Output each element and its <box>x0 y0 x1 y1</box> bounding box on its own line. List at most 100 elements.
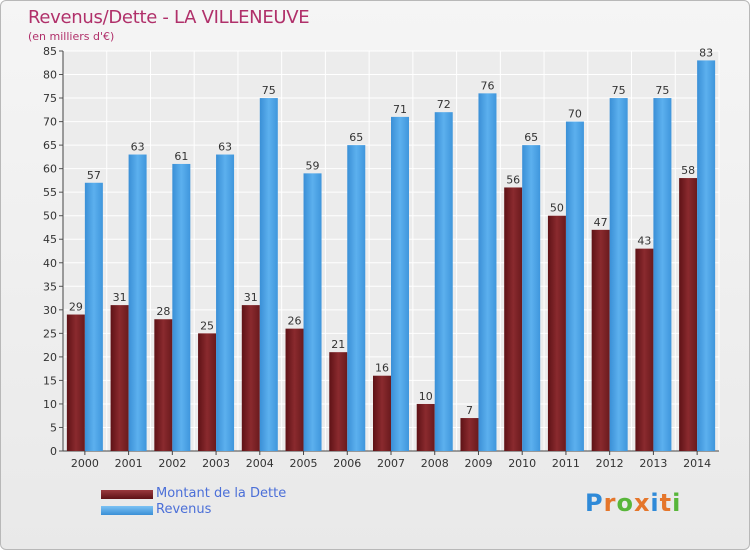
bar-revenus <box>391 116 409 451</box>
data-label-revenus: 61 <box>174 150 188 163</box>
bar-revenus <box>522 145 541 451</box>
data-label-debt: 47 <box>594 216 608 229</box>
x-tick-label: 2000 <box>71 457 99 470</box>
x-tick-label: 2008 <box>421 457 449 470</box>
bar-debt <box>285 328 304 451</box>
logo-letter: i <box>650 489 660 517</box>
y-tick-label: 30 <box>43 304 57 317</box>
data-label-revenus: 75 <box>655 84 669 97</box>
logo-letter: i <box>672 489 682 517</box>
data-label-debt: 31 <box>113 291 127 304</box>
bar-debt <box>66 314 85 451</box>
x-tick-label: 2003 <box>202 457 230 470</box>
logo-letter: x <box>633 489 651 517</box>
y-tick-label: 80 <box>43 69 57 82</box>
x-tick-label: 2010 <box>508 457 536 470</box>
bar-revenus <box>565 121 584 452</box>
y-tick-label: 60 <box>43 163 57 176</box>
data-label-revenus: 71 <box>393 103 407 116</box>
data-label-revenus: 63 <box>131 141 145 154</box>
bar-debt <box>110 305 129 451</box>
data-label-debt: 43 <box>637 235 651 248</box>
data-label-debt: 56 <box>506 173 520 186</box>
data-label-revenus: 76 <box>480 79 494 92</box>
y-tick-label: 50 <box>43 210 57 223</box>
y-tick-label: 10 <box>43 398 57 411</box>
bar-revenus <box>216 154 235 451</box>
bar-revenus <box>128 154 147 451</box>
bar-revenus <box>653 98 672 451</box>
data-label-debt: 31 <box>244 291 258 304</box>
legend-swatch-revenus <box>101 506 153 515</box>
y-tick-label: 65 <box>43 139 57 152</box>
data-label-debt: 25 <box>200 319 214 332</box>
x-tick-label: 2007 <box>377 457 405 470</box>
bar-revenus <box>303 173 322 451</box>
bar-debt <box>154 319 173 451</box>
data-label-debt: 29 <box>69 301 83 314</box>
x-tick-label: 2004 <box>246 457 274 470</box>
data-label-debt: 58 <box>681 164 695 177</box>
x-tick-label: 2012 <box>596 457 624 470</box>
bar-debt <box>591 229 610 451</box>
data-label-revenus: 75 <box>262 84 276 97</box>
data-label-revenus: 63 <box>218 141 232 154</box>
bar-debt <box>329 352 348 451</box>
y-tick-label: 75 <box>43 92 57 105</box>
chart-title: Revenus/Dette - LA VILLENEUVE <box>28 7 310 28</box>
legend-label-debt: Montant de la Dette <box>156 486 287 501</box>
x-tick-label: 2001 <box>115 457 143 470</box>
y-tick-label: 5 <box>50 421 57 434</box>
bar-debt <box>547 215 566 451</box>
data-label-revenus: 65 <box>349 131 363 144</box>
y-tick-label: 25 <box>43 327 57 340</box>
data-label-debt: 50 <box>550 202 564 215</box>
bar-debt <box>504 187 523 451</box>
bar-revenus <box>347 145 366 451</box>
logo-letter: P <box>585 489 604 517</box>
logo-letter: o <box>616 489 634 517</box>
bar-revenus <box>697 60 716 451</box>
x-tick-label: 2006 <box>333 457 361 470</box>
x-tick-label: 2013 <box>639 457 667 470</box>
bar-revenus <box>172 163 191 452</box>
y-tick-label: 55 <box>43 186 57 199</box>
chart-subtitle: (en milliers d'€) <box>28 30 115 43</box>
bar-revenus <box>609 98 628 451</box>
bar-debt <box>373 375 391 451</box>
y-tick-label: 20 <box>43 351 57 364</box>
y-tick-label: 35 <box>43 280 57 293</box>
data-label-revenus: 65 <box>524 131 538 144</box>
x-tick-label: 2002 <box>158 457 186 470</box>
bar-revenus <box>259 98 278 451</box>
data-label-revenus: 59 <box>306 159 320 172</box>
proxiti-logo: Proxiti <box>585 489 681 517</box>
data-label-revenus: 75 <box>612 84 626 97</box>
y-tick-label: 85 <box>43 45 57 58</box>
data-label-revenus: 70 <box>568 108 582 121</box>
data-label-debt: 16 <box>375 362 389 375</box>
bar-revenus <box>84 182 103 451</box>
bar-debt <box>460 418 479 451</box>
data-label-revenus: 57 <box>87 169 101 182</box>
bar-debt <box>198 333 217 451</box>
data-label-debt: 28 <box>156 305 170 318</box>
data-label-debt: 7 <box>466 404 473 417</box>
legend-label-revenus: Revenus <box>156 502 212 517</box>
y-tick-label: 45 <box>43 233 57 246</box>
data-label-revenus: 72 <box>437 98 451 111</box>
bar-debt <box>241 305 260 451</box>
y-tick-label: 15 <box>43 374 57 387</box>
data-label-debt: 10 <box>419 390 433 403</box>
y-tick-label: 40 <box>43 257 57 270</box>
data-label-revenus: 83 <box>699 46 713 59</box>
logo-letter: t <box>659 489 673 517</box>
bar-debt <box>635 248 654 451</box>
bar-debt <box>679 178 698 451</box>
x-tick-label: 2009 <box>464 457 492 470</box>
y-tick-label: 0 <box>50 445 57 458</box>
bar-revenus <box>478 93 497 452</box>
logo-letter: r <box>603 489 617 517</box>
